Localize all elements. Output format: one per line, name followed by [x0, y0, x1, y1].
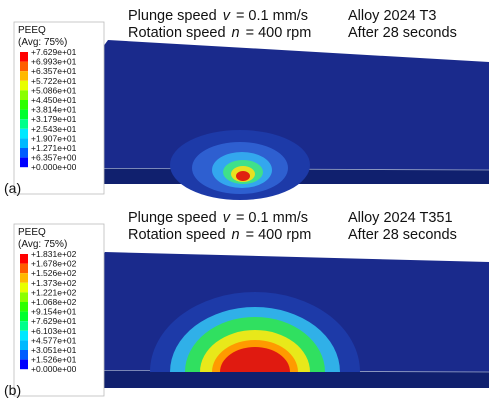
legend-value: +1.373e+02	[31, 278, 77, 288]
material-info: After 28 seconds	[348, 227, 457, 243]
legend-swatch	[20, 81, 28, 91]
legend-value: +0.000e+00	[31, 364, 77, 374]
legend-swatch	[20, 292, 28, 302]
legend-value: +7.629e+01	[31, 47, 77, 57]
legend-value: +1.221e+02	[31, 287, 77, 297]
material-info: After 28 seconds	[348, 25, 457, 41]
legend-swatch	[20, 273, 28, 283]
legend-swatch	[20, 71, 28, 81]
legend-swatch	[20, 312, 28, 322]
parameter-part: v	[223, 210, 231, 226]
legend-value: +6.103e+01	[31, 326, 77, 336]
legend-value: +1.678e+02	[31, 259, 77, 269]
process-parameter: Rotation speed n = 400 rpm	[128, 25, 311, 41]
panel-label: (b)	[4, 382, 21, 398]
legend-swatch	[20, 119, 28, 129]
process-parameter: Plunge speed v = 0.1 mm/s	[128, 8, 308, 24]
legend-swatch	[20, 52, 28, 62]
parameter-part: v	[223, 8, 231, 24]
legend-value: +6.993e+01	[31, 57, 77, 67]
legend-swatch	[20, 302, 28, 312]
parameter-part: n	[232, 25, 240, 41]
legend-swatch	[20, 90, 28, 100]
legend-value: +9.154e+01	[31, 307, 77, 317]
legend-swatch	[20, 62, 28, 72]
legend-value: +1.526e+01	[31, 355, 77, 365]
legend-value: +0.000e+00	[31, 162, 77, 172]
parameter-part: n	[232, 227, 240, 243]
legend-value: +6.357e+00	[31, 153, 77, 163]
legend-swatch	[20, 138, 28, 148]
legend-value: +5.086e+01	[31, 85, 77, 95]
legend-value: +3.179e+01	[31, 114, 77, 124]
legend-title: PEEQ	[18, 25, 46, 36]
legend-swatch	[20, 321, 28, 331]
parameter-part: Rotation speed	[128, 227, 226, 243]
legend-value: +3.051e+01	[31, 345, 77, 355]
parameter-part: = 400 rpm	[246, 227, 312, 243]
legend-value: +1.068e+02	[31, 297, 77, 307]
process-parameter: Rotation speed n = 400 rpm	[128, 227, 311, 243]
legend-value: +4.450e+01	[31, 95, 77, 105]
legend-swatch	[20, 350, 28, 360]
parameter-part: Rotation speed	[128, 25, 226, 41]
parameter-part: = 400 rpm	[246, 25, 312, 41]
legend-value: +7.629e+01	[31, 316, 77, 326]
figure: PEEQ(Avg: 75%)+7.629e+01+6.993e+01+6.357…	[0, 0, 489, 403]
parameter-part: Plunge speed	[128, 8, 217, 24]
material-info: Alloy 2024 T351	[348, 210, 453, 226]
material-info: Alloy 2024 T3	[348, 8, 436, 24]
panel-label: (a)	[4, 180, 21, 196]
legend-value: +1.831e+02	[31, 249, 77, 259]
legend-swatch	[20, 110, 28, 120]
legend-swatch	[20, 129, 28, 139]
parameter-part: = 0.1 mm/s	[236, 210, 308, 226]
legend-swatch	[20, 100, 28, 110]
legend-swatch	[20, 283, 28, 293]
legend-value: +5.722e+01	[31, 76, 77, 86]
legend-value: +1.907e+01	[31, 133, 77, 143]
legend-value: +3.814e+01	[31, 105, 77, 115]
legend-value: +4.577e+01	[31, 335, 77, 345]
legend-value: +1.526e+02	[31, 268, 77, 278]
legend-swatch	[20, 331, 28, 341]
legend-swatch	[20, 360, 28, 370]
parameter-part: Plunge speed	[128, 210, 217, 226]
legend-title: PEEQ	[18, 227, 46, 238]
legend-swatch	[20, 264, 28, 274]
legend-swatch	[20, 340, 28, 350]
parameter-part: = 0.1 mm/s	[236, 8, 308, 24]
legend-swatch	[20, 148, 28, 158]
legend-swatch	[20, 158, 28, 168]
process-parameter: Plunge speed v = 0.1 mm/s	[128, 210, 308, 226]
legend-value: +2.543e+01	[31, 124, 77, 134]
legend-value: +1.271e+01	[31, 143, 77, 153]
legend-value: +6.357e+01	[31, 66, 77, 76]
legend-swatch	[20, 254, 28, 264]
